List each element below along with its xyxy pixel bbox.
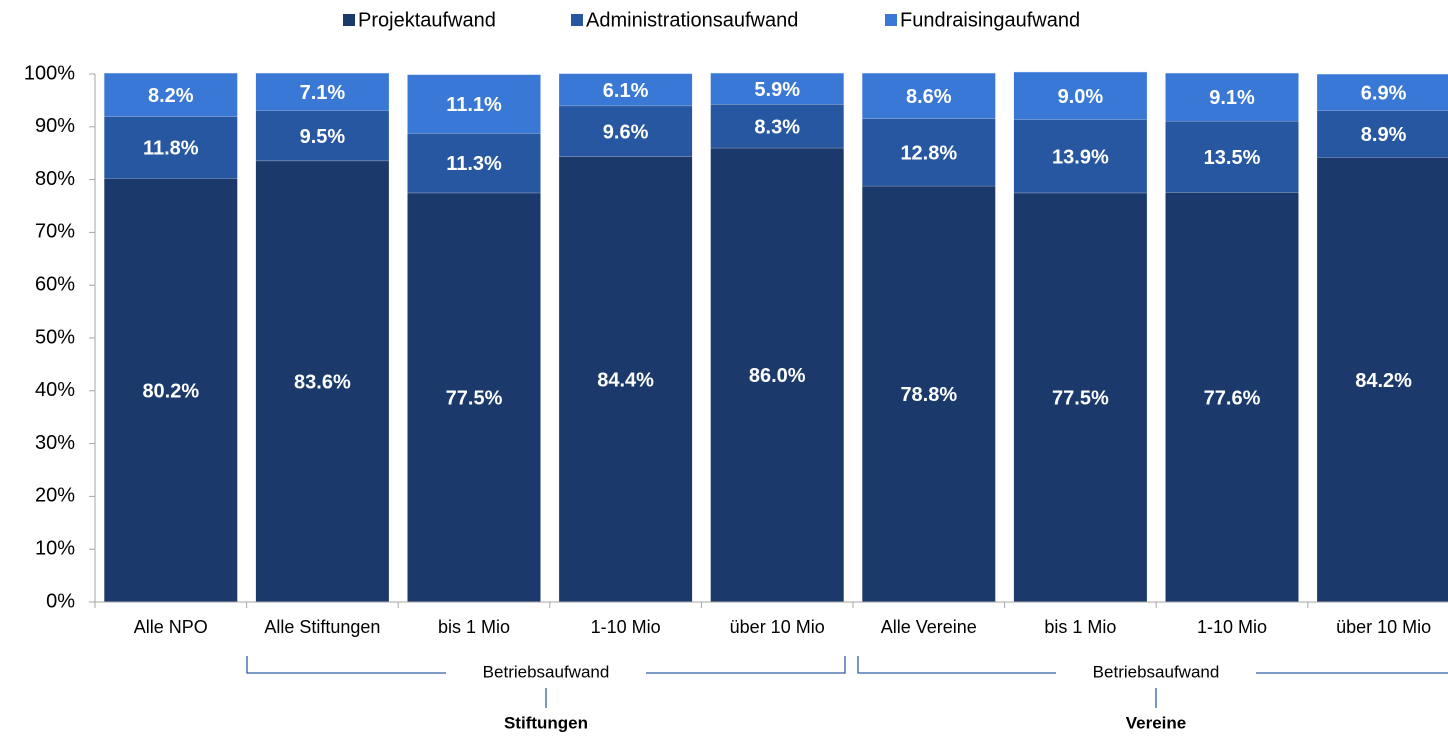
data-label: 8.6%	[906, 86, 952, 108]
data-label: 83.6%	[294, 372, 351, 394]
data-label: 9.1%	[1209, 87, 1255, 109]
bar-segment	[1013, 71, 1147, 120]
data-label: 8.9%	[1361, 124, 1407, 146]
y-tick-label: 20%	[35, 485, 75, 507]
x-tick-label: Alle Vereine	[881, 617, 977, 637]
bar-segment	[862, 72, 996, 119]
data-label: 11.1%	[446, 94, 502, 116]
group-label: Betriebsaufwand	[1093, 662, 1220, 681]
bar-segment	[1013, 119, 1147, 193]
bar-segment	[559, 73, 693, 106]
data-label: 9.0%	[1058, 86, 1104, 108]
data-label: 11.3%	[446, 153, 502, 175]
bar-segment	[1317, 157, 1448, 602]
bar-segment	[1165, 120, 1299, 193]
x-tick-label: 1-10 Mio	[591, 617, 661, 637]
y-tick-label: 50%	[35, 326, 75, 348]
bar-segment	[559, 156, 693, 603]
legend-swatch	[885, 14, 897, 26]
y-tick-label: 80%	[35, 168, 75, 190]
data-label: 8.2%	[148, 85, 194, 107]
legend-swatch	[343, 14, 355, 26]
bar-segment	[862, 118, 996, 186]
data-label: 6.1%	[603, 80, 649, 102]
y-tick-label: 40%	[35, 379, 75, 401]
data-label: 78.8%	[900, 384, 957, 406]
data-label: 6.9%	[1361, 82, 1407, 104]
bar-segment	[255, 72, 389, 111]
bar-segment	[710, 72, 844, 105]
bar-segment	[1013, 192, 1147, 603]
data-label: 8.3%	[754, 116, 800, 138]
x-tick-label: bis 1 Mio	[1044, 617, 1116, 637]
data-label: 5.9%	[754, 79, 800, 101]
data-label: 80.2%	[142, 381, 199, 403]
legend-label: Administrationsaufwand	[586, 9, 798, 31]
x-tick-label: über 10 Mio	[730, 617, 825, 637]
bar-segment	[104, 178, 238, 602]
y-tick-label: 10%	[35, 537, 75, 559]
bar-segment	[1165, 72, 1299, 121]
bar-segment	[407, 74, 541, 134]
bar-segment	[104, 116, 238, 179]
data-label: 77.6%	[1204, 387, 1261, 409]
x-tick-label: bis 1 Mio	[438, 617, 510, 637]
legend-label: Fundraisingaufwand	[900, 9, 1080, 31]
data-label: 86.0%	[749, 365, 806, 387]
bar-segment	[710, 147, 844, 603]
bar-segment	[255, 110, 389, 161]
bar-segment	[407, 133, 541, 193]
y-tick-label: 60%	[35, 273, 75, 295]
group-name: Stiftungen	[504, 713, 588, 732]
x-tick-label: 1-10 Mio	[1197, 617, 1267, 637]
bar-segment	[710, 104, 844, 148]
data-label: 9.6%	[603, 121, 649, 143]
bar-segment	[1317, 110, 1448, 158]
legend-swatch	[571, 14, 583, 26]
data-label: 7.1%	[300, 82, 346, 104]
y-tick-label: 90%	[35, 115, 75, 137]
bar-segment	[862, 185, 996, 602]
bar-segment	[1165, 192, 1299, 602]
data-label: 11.8%	[143, 138, 199, 160]
data-label: 77.5%	[446, 388, 503, 410]
bar-segment	[1317, 74, 1448, 111]
y-tick-label: 0%	[46, 590, 75, 612]
y-tick-label: 70%	[35, 221, 75, 243]
x-tick-label: Alle Stiftungen	[264, 617, 380, 637]
bar-segment	[407, 192, 541, 603]
group-name: Vereine	[1126, 713, 1187, 732]
data-label: 9.5%	[300, 126, 346, 148]
x-tick-label: über 10 Mio	[1336, 617, 1431, 637]
data-label: 84.2%	[1355, 370, 1412, 392]
data-label: 13.5%	[1204, 147, 1261, 169]
y-tick-label: 100%	[24, 62, 75, 84]
bracket	[246, 656, 846, 674]
bar-segment	[559, 105, 693, 157]
y-tick-label: 30%	[35, 432, 75, 454]
x-tick-label: Alle NPO	[134, 617, 208, 637]
bar-segment	[255, 160, 389, 603]
data-label: 84.4%	[597, 369, 654, 391]
legend-label: Projektaufwand	[358, 9, 496, 31]
data-label: 13.9%	[1052, 146, 1109, 168]
data-label: 77.5%	[1052, 388, 1109, 410]
bracket	[857, 656, 1448, 674]
data-label: 12.8%	[900, 142, 957, 164]
bar-segment	[104, 72, 238, 117]
group-label: Betriebsaufwand	[483, 662, 610, 681]
